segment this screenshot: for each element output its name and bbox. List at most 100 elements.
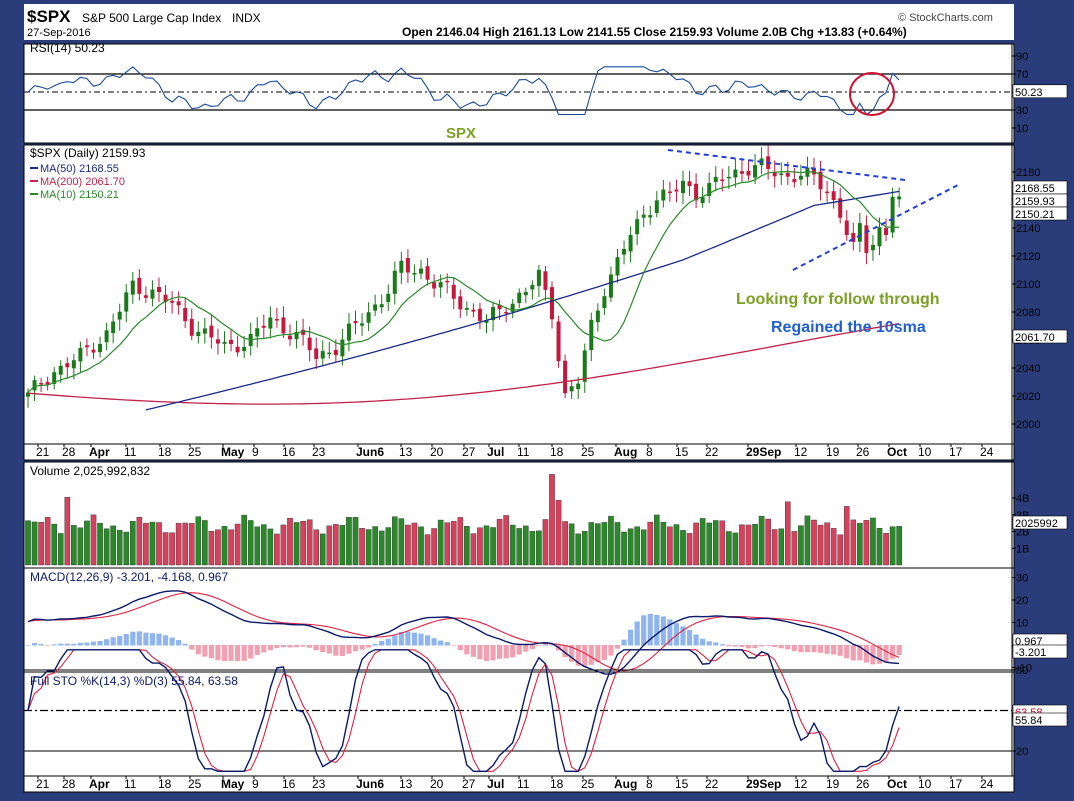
macd-signal-line [27,592,900,672]
price-candle [78,348,83,362]
macd-histogram-bar [156,633,162,646]
price-candle [536,269,541,286]
macd-histogram-bar [215,645,221,661]
date-label: 16 [282,445,296,459]
date-label: May [221,445,245,459]
volume-bar [431,528,437,566]
volume-bar [156,522,162,566]
price-candle [58,365,63,375]
price-candle [491,307,496,321]
macd-histogram-bar [536,645,542,646]
price-candle [281,317,286,334]
price-candle [615,257,620,276]
volume-bar [627,528,634,566]
volume-bar [339,524,346,566]
volume-bar [509,524,516,566]
macd-histogram-bar [208,645,214,659]
price-candle [392,270,397,294]
macd-histogram-bar [307,645,313,648]
date-label: 29Sep [746,777,781,791]
volume-bar [889,526,896,566]
price-candle [189,318,194,336]
volume-bar [732,532,739,566]
stochastic-panel [23,671,1015,777]
sto-tick-label: 20 [1016,746,1028,758]
price-candle [785,172,790,177]
macd-histogram-bar [510,645,516,658]
price-candle [687,181,692,187]
price-candle [851,232,856,242]
volume-bar [804,515,811,566]
volume-bar [555,499,562,566]
date-label: 12 [794,777,808,791]
macd-histogram-bar [706,641,712,646]
price-candle [157,287,161,293]
volume-bar [444,522,451,566]
price-candle [720,179,725,182]
macd-tick-label: 10 [1016,618,1028,630]
volume-tick-label: 4B [1016,493,1029,505]
macd-histogram-bar [837,645,843,656]
price-candle [170,300,175,303]
volume-bar [116,529,123,566]
macd-histogram-bar [333,645,339,656]
macd-histogram-bar [654,614,660,646]
volume-tick-label: 2B [1016,527,1029,539]
lower-trendline [792,184,959,271]
volume-bar [188,523,195,566]
volume-bar [817,524,824,566]
sto-k-badge-bg [1012,712,1068,727]
volume-bar [549,474,555,566]
macd-histogram-bar [169,637,175,646]
price-candle [320,351,325,359]
macd-histogram-bar [464,645,470,655]
price-candle [739,171,744,174]
volume-bar [771,529,778,566]
volume-bar [483,525,490,566]
macd-histogram-bar [745,645,752,649]
volume-bar [647,521,654,566]
macd-histogram-bar [71,643,77,646]
macd-histogram-bar [51,644,57,646]
volume-bar [712,520,719,566]
date-label: 9 [252,777,259,791]
volume-bar [129,521,136,566]
volume-bar [405,524,411,566]
price-candle [471,309,476,312]
volume-bar [785,501,791,566]
date-label: 23 [312,777,326,791]
volume-bar [247,520,254,566]
price-candle [792,179,797,183]
volume-title: Volume 2,025,992,832 [30,464,150,478]
date-label: 19 [826,445,840,459]
macd-histogram-bar [84,642,90,646]
volume-bar [221,526,228,566]
volume-bar [745,524,752,566]
volume-bar [857,522,863,566]
price-candle [504,311,509,314]
price-candle [353,320,358,324]
sto-d-line [27,649,900,772]
volume-bar [293,522,300,566]
rsi-tick-label: 70 [1016,69,1028,81]
volume-bar [654,514,660,566]
macd-histogram-bar [850,645,856,661]
macd-histogram-bar [117,635,123,646]
price-candle [497,304,502,310]
volume-bar [843,506,850,566]
volume-bar [208,531,215,566]
ma10-line [27,170,900,393]
price-tick-label: 2180 [1016,167,1040,179]
macd-histogram-bar [313,645,319,651]
date-label: 11 [124,777,137,791]
macd-histogram-bar [280,645,287,648]
macd-histogram-bar [470,645,476,657]
price-candle [733,169,738,178]
date-label: 28 [62,445,76,459]
rsi-title: RSI(14) 50.23 [30,41,105,55]
price-candle [517,292,522,303]
volume-bar [778,528,785,566]
volume-bar [516,528,523,566]
macd-histogram-bar [90,641,97,646]
macd-histogram-bar [359,645,365,650]
